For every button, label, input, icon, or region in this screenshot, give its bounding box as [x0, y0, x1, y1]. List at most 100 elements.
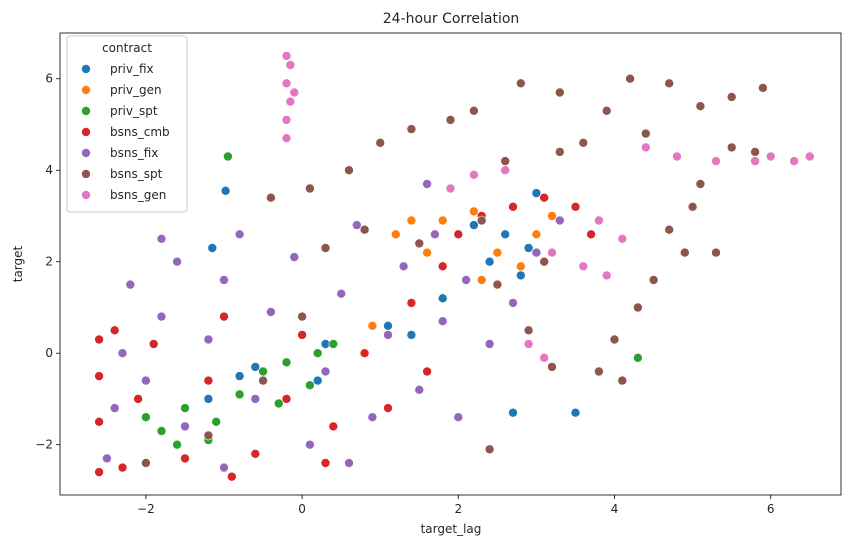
point-bsns_spt-9: [445, 115, 456, 125]
point-priv_gen-4: [492, 247, 503, 258]
series-bsns_gen: [281, 51, 815, 363]
point-bsns_fix-30: [156, 234, 167, 244]
point-bsns_spt-27: [547, 362, 557, 372]
point-priv_fix-17: [523, 243, 534, 253]
point-bsns_spt-35: [664, 224, 675, 235]
point-bsns_spt-16: [695, 101, 706, 111]
point-bsns_spt-41: [266, 192, 276, 203]
point-bsns_spt-22: [679, 247, 690, 258]
y-tick-label: −2: [35, 438, 53, 452]
point-bsns_spt-6: [344, 165, 354, 175]
plot-frame: [59, 32, 842, 496]
point-priv_spt-12: [273, 398, 284, 409]
legend-marker-priv_fix: [81, 64, 91, 74]
point-bsns_spt-37: [414, 238, 425, 249]
point-priv_gen-10: [406, 215, 417, 226]
point-bsns_cmb-2: [94, 371, 104, 381]
point-priv_gen-6: [531, 229, 542, 240]
point-bsns_spt-30: [476, 215, 487, 226]
point-priv_gen-8: [476, 275, 487, 285]
point-bsns_fix-2: [117, 348, 128, 359]
point-bsns_cmb-27: [422, 366, 432, 377]
point-bsns_gen-8: [469, 170, 479, 180]
point-priv_spt-7: [305, 380, 315, 391]
point-bsns_spt-29: [492, 279, 503, 290]
point-bsns_gen-13: [617, 234, 628, 244]
point-bsns_gen-9: [500, 165, 511, 175]
point-bsns_cmb-13: [328, 421, 339, 432]
point-bsns_gen-3: [281, 78, 292, 89]
point-bsns_gen-10: [547, 247, 557, 258]
point-bsns_fix-11: [250, 394, 261, 404]
point-bsns_gen-20: [804, 151, 815, 162]
point-bsns_gen-4: [285, 60, 296, 70]
point-bsns_cmb-14: [359, 348, 370, 359]
point-bsns_spt-2: [258, 375, 268, 386]
point-bsns_spt-32: [554, 147, 565, 157]
point-bsns_fix-7: [180, 421, 190, 432]
series-priv_gen: [367, 206, 557, 331]
point-bsns_spt-38: [359, 224, 370, 235]
point-bsns_fix-22: [437, 316, 448, 327]
legend-marker-priv_spt: [81, 106, 91, 116]
legend-title: contract: [102, 41, 152, 55]
point-priv_fix-7: [531, 188, 542, 198]
legend-marker-bsns_spt: [81, 169, 91, 179]
point-bsns_fix-12: [266, 307, 276, 317]
point-bsns_cmb-23: [453, 229, 464, 240]
point-bsns_fix-32: [344, 458, 354, 468]
point-priv_gen-2: [437, 215, 448, 226]
x-tick-label: 4: [611, 502, 619, 516]
legend-marker-bsns_cmb: [81, 127, 91, 137]
y-tick-label: 6: [45, 72, 53, 86]
point-bsns_spt-23: [648, 275, 659, 285]
legend-box: [66, 35, 188, 213]
point-bsns_cmb-26: [320, 458, 331, 468]
point-bsns_spt-33: [578, 138, 589, 148]
legend-label-bsns_cmb: bsns_cmb: [110, 125, 170, 139]
series-priv_fix: [203, 186, 581, 418]
legend-label-bsns_spt: bsns_spt: [110, 167, 163, 181]
point-priv_fix-4: [437, 293, 448, 304]
point-bsns_cmb-12: [297, 330, 307, 340]
y-tick-label: 4: [45, 163, 53, 177]
x-tick-label: 2: [454, 502, 462, 516]
point-bsns_cmb-3: [94, 334, 104, 345]
point-bsns_gen-5: [281, 51, 292, 61]
point-bsns_spt-43: [711, 247, 721, 258]
point-bsns_fix-20: [398, 261, 409, 272]
legend: contract priv_fix priv_gen priv_spt bsns_cm…: [66, 35, 188, 213]
point-bsns_spt-36: [687, 202, 698, 212]
point-bsns_spt-26: [594, 366, 604, 377]
point-priv_spt-11: [172, 439, 182, 450]
point-bsns_fix-33: [430, 229, 440, 240]
point-bsns_cmb-16: [406, 298, 417, 308]
point-bsns_fix-5: [156, 311, 167, 322]
point-bsns_spt-4: [320, 243, 331, 253]
points-layer: [94, 51, 815, 482]
legend-label-priv_gen: priv_gen: [110, 83, 162, 97]
point-bsns_spt-25: [609, 334, 620, 345]
point-bsns_cmb-9: [219, 311, 229, 322]
point-priv_fix-8: [515, 270, 526, 281]
point-priv_spt-14: [211, 416, 221, 427]
legend-marker-bsns_fix: [81, 148, 91, 158]
point-bsns_gen-6: [289, 87, 300, 98]
chart-title: 24-hour Correlation: [383, 11, 520, 27]
series-bsns_fix: [102, 179, 565, 473]
point-bsns_fix-4: [141, 375, 151, 386]
point-bsns_gen-2: [285, 96, 296, 107]
point-bsns_gen-11: [578, 261, 589, 272]
point-bsns_cmb-24: [109, 325, 120, 336]
x-axis-label: target_lag: [421, 522, 482, 536]
point-priv_fix-16: [484, 256, 495, 267]
point-priv_spt-1: [156, 426, 167, 436]
point-priv_fix-13: [234, 371, 245, 381]
point-bsns_cmb-4: [117, 462, 128, 473]
point-bsns_gen-14: [640, 142, 651, 153]
point-priv_gen-0: [390, 229, 401, 240]
point-bsns_spt-42: [539, 256, 550, 267]
point-bsns_spt-19: [750, 147, 760, 157]
point-bsns_fix-3: [125, 279, 136, 290]
point-bsns_fix-10: [234, 229, 245, 240]
